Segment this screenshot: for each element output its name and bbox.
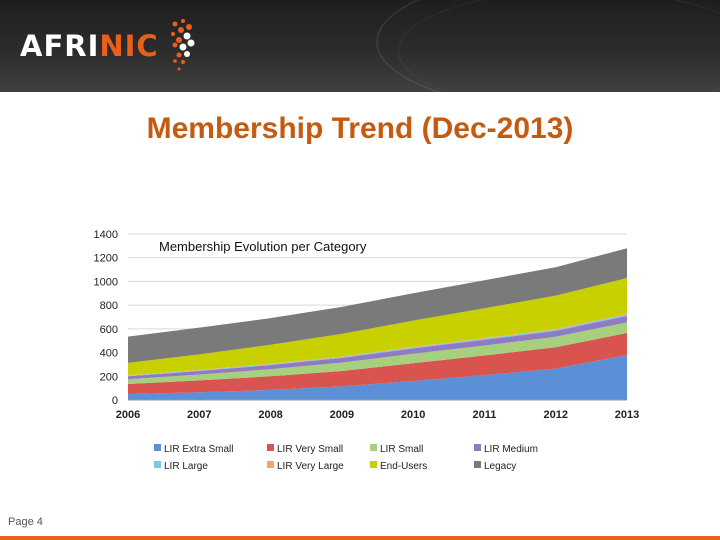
legend-label: Legacy xyxy=(484,461,516,472)
chart-title: Membership Evolution per Category xyxy=(159,239,367,254)
logo-text-accent: NIC xyxy=(99,29,159,63)
y-tick-label: 600 xyxy=(100,324,118,336)
x-tick-label: 2008 xyxy=(258,409,282,421)
legend-swatch xyxy=(370,444,377,451)
y-tick-label: 0 xyxy=(112,395,118,407)
x-tick-label: 2007 xyxy=(187,409,211,421)
membership-chart: 0 200 400 600 800 1000 1200 1400 2006 2007 2008 200… xyxy=(94,229,640,472)
legend-label: LIR Extra Small xyxy=(164,444,233,455)
afrinic-logo: AFRINIC xyxy=(20,19,203,71)
legend-swatch xyxy=(370,461,377,468)
slide-title: Membership Trend (Dec-2013) xyxy=(146,112,574,145)
x-tick-label: 2009 xyxy=(330,409,354,421)
x-tick-label: 2006 xyxy=(116,409,140,421)
x-tick-label: 2011 xyxy=(472,409,496,421)
legend-label: End-Users xyxy=(380,461,427,472)
legend-swatch xyxy=(474,461,481,468)
legend-swatch xyxy=(267,444,274,451)
legend-label: LIR Large xyxy=(164,461,208,472)
y-tick-label: 200 xyxy=(100,371,118,383)
legend-label: LIR Small xyxy=(380,444,423,455)
legend-swatch xyxy=(474,444,481,451)
logo-text: AFRINIC xyxy=(20,29,159,63)
legend-label: LIR Medium xyxy=(484,444,538,455)
legend-label: LIR Very Large xyxy=(277,461,344,472)
area-lir-small xyxy=(128,322,627,384)
y-tick-label: 1400 xyxy=(94,229,118,241)
y-tick-label: 400 xyxy=(100,348,118,360)
y-tick-label: 800 xyxy=(100,300,118,312)
legend-swatch xyxy=(154,461,161,468)
x-tick-label: 2012 xyxy=(543,409,567,421)
area-legacy xyxy=(128,248,627,363)
legend-label: LIR Very Small xyxy=(277,444,343,455)
x-tick-label: 2013 xyxy=(615,409,639,421)
y-tick-label: 1200 xyxy=(94,253,118,265)
y-tick-label: 1000 xyxy=(94,276,118,288)
area-lir-extra-small xyxy=(128,354,627,400)
legend-swatch xyxy=(154,444,161,451)
header-decoration xyxy=(376,0,720,92)
footer-accent-bar xyxy=(0,536,720,540)
header-banner: AFRINIC xyxy=(0,0,720,92)
legend-swatch xyxy=(267,461,274,468)
area-lir-medium xyxy=(128,315,627,380)
area-end-users xyxy=(128,277,627,376)
page-number: Page 4 xyxy=(8,516,43,528)
logo-text-main: AFRI xyxy=(20,29,100,63)
header-decoration xyxy=(398,0,720,92)
logo-dots-icon xyxy=(170,19,195,71)
x-tick-label: 2010 xyxy=(401,409,425,421)
area-lir-very-small xyxy=(128,333,627,395)
